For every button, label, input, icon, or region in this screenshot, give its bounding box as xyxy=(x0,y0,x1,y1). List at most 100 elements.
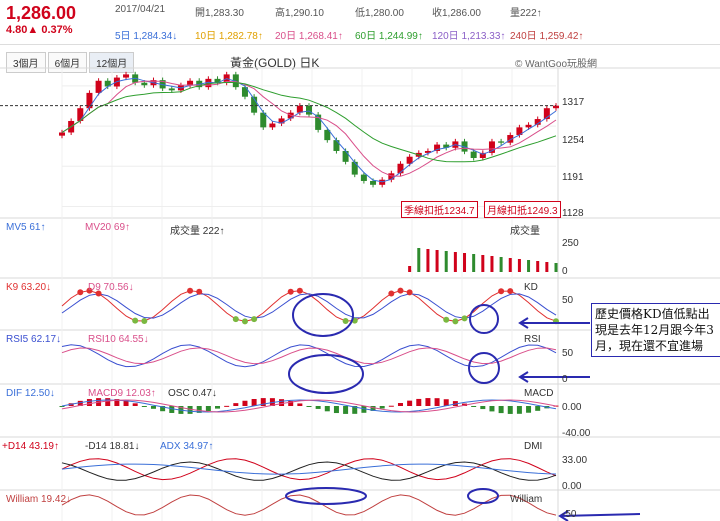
candle-body xyxy=(470,151,477,158)
kd-oversold-dot xyxy=(132,317,139,324)
kd-overbought-dot xyxy=(77,289,84,296)
quarter-line-annotation: 季線扣抵1234.7 xyxy=(401,201,478,218)
rsi5-label: RSI5 62.17↓ xyxy=(6,334,62,345)
candle-body xyxy=(553,105,559,109)
macd-bar xyxy=(132,403,138,406)
dmi-tick-0: 0.00 xyxy=(562,481,582,492)
candle-body xyxy=(333,140,340,151)
minus-di-line xyxy=(61,461,557,481)
candle-body xyxy=(424,150,431,153)
candle-body xyxy=(269,123,276,128)
candle-body xyxy=(104,80,111,87)
d-label: D9 70.56↓ xyxy=(88,282,134,293)
candle-body xyxy=(141,82,148,86)
kd-oversold-dot xyxy=(141,317,148,324)
volume: 量222↑ xyxy=(510,8,542,19)
kd-overbought-dot xyxy=(196,288,203,295)
macd-bar xyxy=(361,406,367,413)
volume-bar xyxy=(481,255,485,272)
candle-body xyxy=(360,174,367,181)
kd-overbought-dot xyxy=(95,290,102,297)
kd-overbought-dot xyxy=(86,287,93,294)
candle-body xyxy=(232,74,239,88)
macd-bar xyxy=(77,400,83,406)
candle-body xyxy=(507,135,514,143)
plus-di-line xyxy=(61,458,557,481)
macd-bar xyxy=(196,406,202,413)
macd-bar xyxy=(306,406,312,407)
annotation-circle xyxy=(467,488,499,504)
macd-bar xyxy=(169,406,175,413)
macd-bar xyxy=(480,406,486,410)
candle-body xyxy=(187,80,194,86)
kd-oversold-dot xyxy=(452,318,459,325)
annotation-arrow xyxy=(559,513,641,517)
volume-tag: 成交量 xyxy=(510,226,540,237)
candle-body xyxy=(168,88,175,91)
kd-oversold-dot xyxy=(443,316,450,323)
candle-body xyxy=(306,105,312,115)
candle-body xyxy=(488,141,495,153)
candle-body xyxy=(205,78,212,88)
macd-bar xyxy=(315,406,321,409)
quote-header: 1,286.00 4.80▲ 0.37% 2017/04/21 開1,283.3… xyxy=(0,0,720,45)
kd-tick-50: 50 xyxy=(562,295,574,306)
price-change: 4.80▲ 0.37% xyxy=(6,24,73,36)
macd-bar xyxy=(205,406,211,412)
quote-date: 2017/04/21 xyxy=(115,4,166,15)
macd-bar xyxy=(123,400,129,406)
rsi-tag: RSI xyxy=(524,334,541,345)
analysis-note: 歷史價格KD值低點出現是去年12月跟今年3月，現在還不宜進場 xyxy=(591,303,720,357)
candle-body xyxy=(434,144,441,151)
ma120-value: 120日 1,213.33↑ xyxy=(432,31,506,42)
candle-body xyxy=(543,108,550,120)
volume-bar xyxy=(453,252,457,272)
change-value: 4.80 xyxy=(6,24,28,36)
volume-bar xyxy=(490,256,494,272)
rsi10-line xyxy=(61,347,557,365)
ma60-line xyxy=(61,82,557,163)
plus-di-label: +D14 43.19↑ xyxy=(2,441,59,452)
macd-bar xyxy=(507,406,513,414)
volume-bar xyxy=(499,257,503,272)
macd-bar xyxy=(535,406,541,411)
annotation-circle xyxy=(468,352,500,384)
macd-bar xyxy=(141,406,147,407)
macd-line xyxy=(61,399,557,413)
y-tick-1191: 1191 xyxy=(562,172,584,183)
candle-body xyxy=(260,112,267,128)
ma5-value: 5日 1,284.34↓ xyxy=(115,31,178,42)
volume-bar xyxy=(517,259,521,272)
kd-oversold-dot xyxy=(342,317,349,324)
adx-label: ADX 34.97↑ xyxy=(160,441,214,452)
kd-overbought-dot xyxy=(406,289,413,296)
macd-bar xyxy=(416,398,422,406)
macd-bar xyxy=(187,406,193,414)
chart-title: 黃金(GOLD) 日K xyxy=(230,56,320,70)
volume-label: 成交量 222↑ xyxy=(170,226,225,237)
minus-di-label: -D14 18.81↓ xyxy=(85,441,140,452)
ma20-value: 20日 1,268.41↑ xyxy=(275,31,343,42)
candle-body xyxy=(77,108,84,121)
macd-bar xyxy=(215,406,221,409)
ma10-value: 10日 1,282.78↑ xyxy=(195,31,263,42)
annotation-circle xyxy=(292,293,354,337)
macd-bar xyxy=(379,406,385,409)
candle-body xyxy=(351,161,358,175)
adx-line xyxy=(61,463,557,475)
volume-bar xyxy=(536,261,540,272)
ma240-value: 240日 1,259.42↑ xyxy=(510,31,584,42)
macd-bar xyxy=(407,400,413,406)
macd-bar xyxy=(333,406,339,414)
macd-bar xyxy=(297,403,303,406)
low-price: 低1,280.00 xyxy=(355,8,404,19)
annotation-circle xyxy=(285,487,367,505)
william-line xyxy=(61,494,557,516)
macd-tick-neg40: -40.00 xyxy=(562,428,591,439)
y-tick-1317: 1317 xyxy=(562,97,585,108)
macd-bar xyxy=(553,405,559,407)
kd-oversold-dot xyxy=(461,315,468,322)
current-price: 1,286.00 xyxy=(6,3,77,23)
close-price: 收1,286.00 xyxy=(432,8,481,19)
d-line xyxy=(61,293,557,319)
